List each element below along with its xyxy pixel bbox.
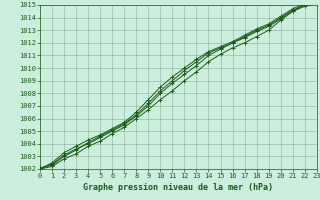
- X-axis label: Graphe pression niveau de la mer (hPa): Graphe pression niveau de la mer (hPa): [84, 183, 273, 192]
